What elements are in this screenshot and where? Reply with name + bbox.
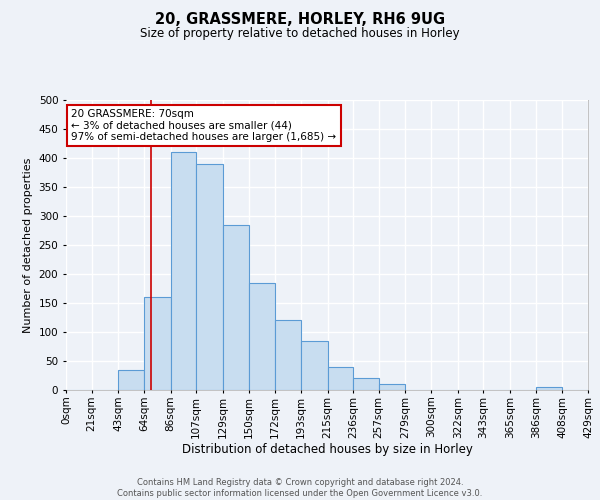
Bar [301, 340, 328, 390]
Bar [275, 320, 301, 390]
Bar [118, 370, 144, 390]
Y-axis label: Number of detached properties: Number of detached properties [23, 158, 33, 332]
X-axis label: Distribution of detached houses by size in Horley: Distribution of detached houses by size … [182, 443, 472, 456]
Bar [144, 297, 170, 390]
Text: 20 GRASSMERE: 70sqm
← 3% of detached houses are smaller (44)
97% of semi-detache: 20 GRASSMERE: 70sqm ← 3% of detached hou… [71, 108, 337, 142]
Bar [196, 164, 223, 390]
Text: 20, GRASSMERE, HORLEY, RH6 9UG: 20, GRASSMERE, HORLEY, RH6 9UG [155, 12, 445, 28]
Bar [353, 378, 379, 390]
Bar [328, 367, 353, 390]
Text: Size of property relative to detached houses in Horley: Size of property relative to detached ho… [140, 28, 460, 40]
Bar [379, 384, 406, 390]
Text: Contains HM Land Registry data © Crown copyright and database right 2024.
Contai: Contains HM Land Registry data © Crown c… [118, 478, 482, 498]
Bar [223, 224, 248, 390]
Bar [170, 152, 196, 390]
Bar [536, 387, 562, 390]
Bar [248, 282, 275, 390]
